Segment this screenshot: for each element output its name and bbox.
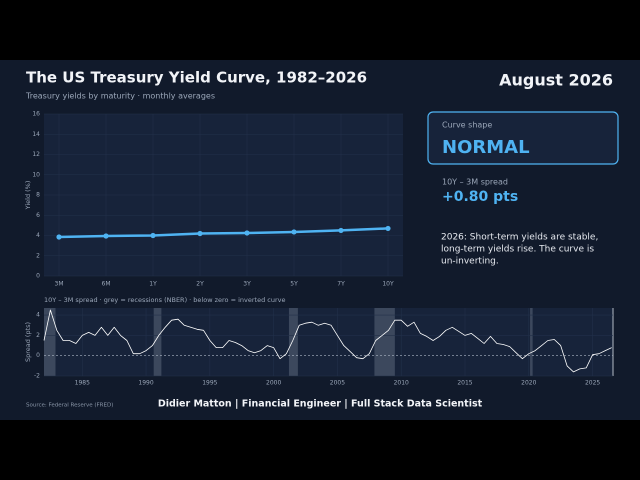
chart-title: 10Y – 3M spread · grey = recessions (NBE…	[44, 296, 286, 304]
x-tick-label: 10Y	[382, 281, 394, 288]
recession-band	[374, 308, 395, 376]
note-line: un-inverting.	[441, 257, 499, 267]
y-tick-label: 16	[32, 111, 40, 118]
point	[338, 227, 344, 234]
y-axis-label: Spread (pts)	[24, 322, 32, 362]
shape-label: Curve shape	[442, 121, 492, 130]
point	[385, 225, 391, 232]
note-line: long-term yields rise. The curve is	[441, 245, 594, 255]
x-tick-label: 6M	[102, 281, 111, 288]
y-tick-label: 4	[36, 232, 40, 239]
x-tick-label: 3Y	[243, 281, 251, 288]
series-line	[58, 227, 389, 239]
plot-area	[44, 308, 613, 376]
point	[244, 230, 250, 236]
y-tick-label: 4	[36, 312, 40, 319]
point	[291, 229, 297, 235]
spread-value: +0.80 pts	[442, 189, 518, 205]
point	[56, 234, 62, 240]
point	[150, 232, 156, 239]
x-tick-label: 2Y	[196, 281, 204, 288]
x-tick-label: 2005	[330, 380, 345, 387]
source: Source: Federal Reserve (FRED)	[26, 403, 113, 409]
x-tick-label: 2015	[457, 380, 472, 387]
shape-value: NORMAL	[442, 137, 530, 158]
x-tick-label: 1995	[202, 380, 217, 387]
y-tick-label: 0	[36, 273, 40, 280]
y-tick-label: 2	[36, 252, 40, 259]
x-tick-label: 2010	[394, 380, 409, 387]
spread-label: 10Y – 3M spread	[442, 178, 508, 187]
x-tick-label: 7Y	[337, 281, 345, 288]
y-tick-label: 10	[32, 171, 40, 178]
y-tick-label: 14	[32, 131, 40, 138]
y-axis-label: Yield (%)	[24, 181, 32, 211]
x-tick-label: 3M	[55, 281, 64, 288]
y-tick-label: 12	[32, 151, 40, 158]
x-tick-label: 1990	[138, 380, 153, 387]
x-tick-label: 2000	[266, 380, 281, 387]
title: The US Treasury Yield Curve, 1982–2026	[26, 69, 367, 87]
point	[197, 230, 203, 237]
recession-band	[530, 308, 533, 376]
credit: Didier Matton | Financial Engineer | Ful…	[158, 399, 483, 410]
y-tick-label: 0	[36, 352, 40, 359]
x-tick-label: 1Y	[149, 281, 157, 288]
x-tick-label: 2025	[585, 380, 600, 387]
note-line: 2026: Short-term yields are stable,	[441, 233, 598, 243]
y-tick-label: 6	[36, 212, 40, 219]
y-tick-label: 8	[36, 192, 40, 199]
date: August 2026	[499, 71, 613, 90]
y-tick-label: -2	[34, 373, 40, 380]
point	[103, 233, 109, 239]
y-tick-label: 2	[36, 332, 40, 339]
x-tick-label: 2020	[521, 380, 536, 387]
series-line	[43, 309, 612, 373]
recession-band	[44, 308, 56, 376]
shape-box	[427, 111, 619, 165]
recession-band	[153, 308, 162, 376]
x-tick-label: 5Y	[290, 281, 298, 288]
subtitle: Treasury yields by maturity · monthly av…	[25, 92, 215, 101]
x-tick-label: 1985	[75, 380, 90, 387]
recession-band	[288, 308, 298, 376]
